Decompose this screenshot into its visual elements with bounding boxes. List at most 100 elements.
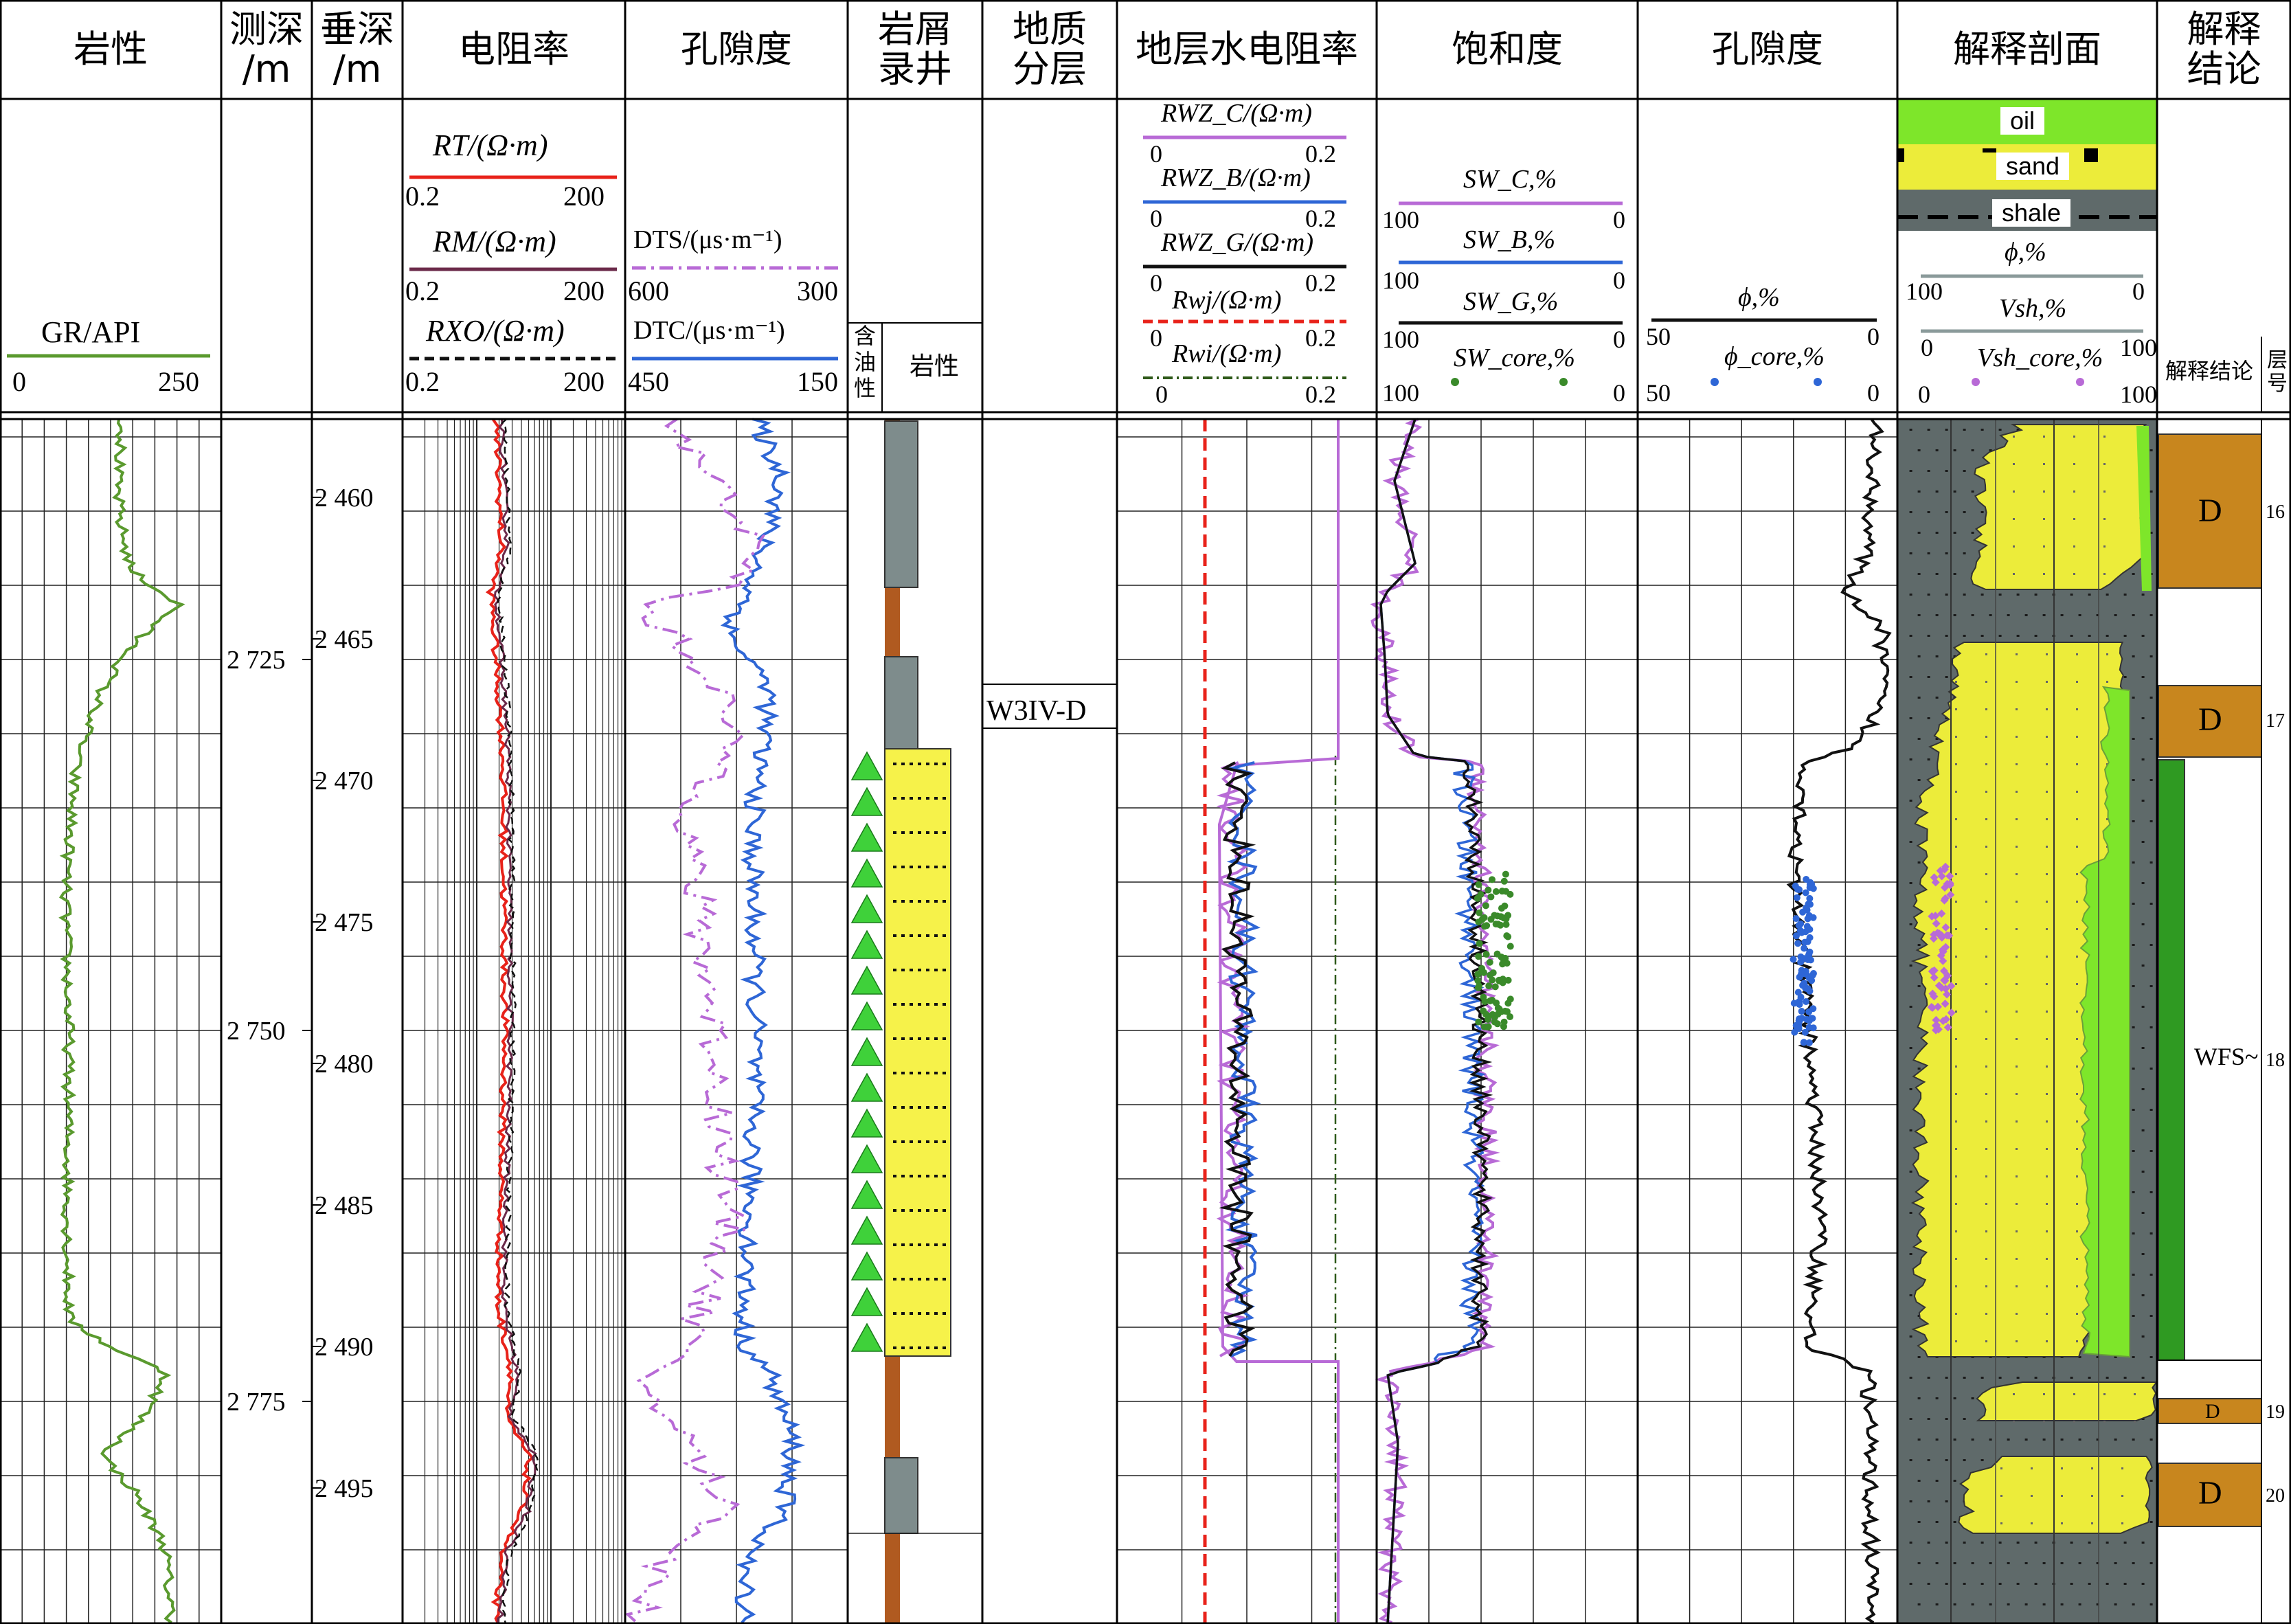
sand-dot xyxy=(2016,1065,2018,1068)
sand-dot xyxy=(2121,1495,2123,1497)
sand-dot xyxy=(1955,1038,1957,1040)
dts-curve xyxy=(624,418,766,1623)
tvd-tick-2495: 2 495 xyxy=(315,1474,374,1503)
shale-dot xyxy=(1909,1171,1912,1173)
sw-core-label: SW_core,% xyxy=(1454,343,1575,372)
phi-core-point xyxy=(1803,876,1810,883)
sand-dot xyxy=(1955,818,1957,820)
shale-dot xyxy=(1909,552,1912,554)
cuttings-dot xyxy=(918,1209,921,1212)
vsh-core-point xyxy=(1930,930,1939,939)
sw-core-point xyxy=(1488,876,1496,883)
cuttings-dot xyxy=(893,969,896,971)
oil-triangle xyxy=(850,1108,883,1138)
shale-dot xyxy=(2149,1109,2153,1111)
shale-dot xyxy=(2149,614,2153,616)
gr-max: 250 xyxy=(158,366,199,397)
zone-20-layer: 20 xyxy=(2266,1485,2285,1507)
rm-label: RM/(Ω·m) xyxy=(433,225,556,258)
shale-dot xyxy=(1945,1459,1948,1461)
shale-dot xyxy=(1909,676,1912,678)
vsh-core-point xyxy=(1927,1003,1936,1012)
vsh-max: 100 xyxy=(2120,334,2157,361)
shale-dot xyxy=(1980,429,1984,431)
tvd-tick-2490: 2 490 xyxy=(315,1333,374,1362)
shale-dot xyxy=(1963,1583,1966,1585)
phi-core-point xyxy=(1808,880,1816,888)
shale-dot xyxy=(1963,511,1966,513)
phi-core-point xyxy=(1790,956,1797,963)
cuttings-dot xyxy=(926,1140,929,1143)
shale-dot xyxy=(1935,490,1939,493)
sw-core-point xyxy=(1476,940,1483,947)
sand-dot xyxy=(2046,928,2048,930)
cuttings-lith-header: 岩性 xyxy=(909,352,959,381)
shale-dot xyxy=(1927,1583,1930,1585)
shale-dot xyxy=(2132,944,2135,946)
vsh-core-point xyxy=(1937,872,1946,881)
cuttings-dot xyxy=(893,900,896,903)
rm-curve xyxy=(493,418,537,1623)
cuttings-dot xyxy=(901,900,905,903)
cuttings-dot xyxy=(910,1037,913,1040)
sand-dot xyxy=(2043,573,2045,575)
shale-dot xyxy=(1963,1418,1966,1420)
shale-dot xyxy=(1917,490,1921,493)
shale-dot xyxy=(2149,861,2153,864)
sw-core-max: 0 xyxy=(1613,379,1625,407)
shale-dot xyxy=(1963,635,1966,637)
dtc-label: DTC/(μs·m⁻¹) xyxy=(633,316,785,345)
sw-core-point xyxy=(1502,888,1510,895)
shale-dot xyxy=(2149,1274,2153,1276)
sand-dot xyxy=(2013,545,2015,548)
shale-dot xyxy=(2024,614,2028,616)
shale-dot xyxy=(1953,490,1956,493)
dts-label: DTS/(μs·m⁻¹) xyxy=(633,225,782,254)
shale-dot xyxy=(1909,882,1912,884)
sand-mark-left xyxy=(1897,148,1904,162)
cuttings-dot xyxy=(943,1140,946,1143)
sand-dot xyxy=(2046,1258,2048,1260)
vsh-core-point xyxy=(1931,1021,1940,1030)
shale-dot xyxy=(1935,1521,1939,1523)
shale-dot xyxy=(1945,1418,1948,1420)
sw-core-point xyxy=(1485,886,1492,894)
cuttings-dot xyxy=(918,866,921,868)
shale-dot xyxy=(2149,1603,2153,1605)
phi-core-point xyxy=(1805,985,1812,993)
rwi-max: 0.2 xyxy=(1305,381,1336,408)
vsh-core-point xyxy=(1939,967,1948,975)
shale-dot xyxy=(1935,655,1939,657)
sand-dot xyxy=(2046,708,2048,710)
sand-dot xyxy=(1955,1285,1957,1287)
shale-dot xyxy=(2078,614,2081,616)
shale-dot xyxy=(2132,1150,2135,1152)
shale-dot xyxy=(1909,965,1912,967)
phi-core-label: ϕ_core,% xyxy=(1724,342,1825,371)
rwz-g-min: 0 xyxy=(1150,269,1162,297)
sw-core-legend-dot xyxy=(1559,378,1568,386)
shale-dot xyxy=(1935,1439,1939,1441)
rxo-max: 200 xyxy=(563,366,605,397)
cuttings-oil-header: 含 油 性 xyxy=(853,323,876,401)
legend-sand: sand xyxy=(1996,153,2070,180)
vsh-core-point xyxy=(1932,919,1941,928)
sw-core-point xyxy=(1504,1000,1512,1007)
shale-dot xyxy=(2141,1088,2145,1090)
vsh-core-point xyxy=(1941,1000,1950,1008)
sw-core-point xyxy=(1474,984,1482,991)
shale-dot xyxy=(2141,1047,2145,1049)
md-tick-2725: 2 725 xyxy=(227,646,286,675)
shale-dot xyxy=(2141,1171,2145,1173)
shale-dot xyxy=(1945,1377,1948,1379)
cuttings-dot xyxy=(910,1278,913,1281)
cuttings-dot xyxy=(893,1346,896,1349)
shale-dot xyxy=(2149,1026,2153,1028)
shale-dot xyxy=(1935,532,1939,534)
phi-core-point xyxy=(1802,889,1809,896)
shale-dot xyxy=(1909,1129,1912,1131)
shale-dot xyxy=(2034,1542,2038,1544)
phi-core-point xyxy=(1806,894,1814,902)
cuttings-dot xyxy=(893,1278,896,1281)
shale-dot xyxy=(2042,1603,2046,1605)
